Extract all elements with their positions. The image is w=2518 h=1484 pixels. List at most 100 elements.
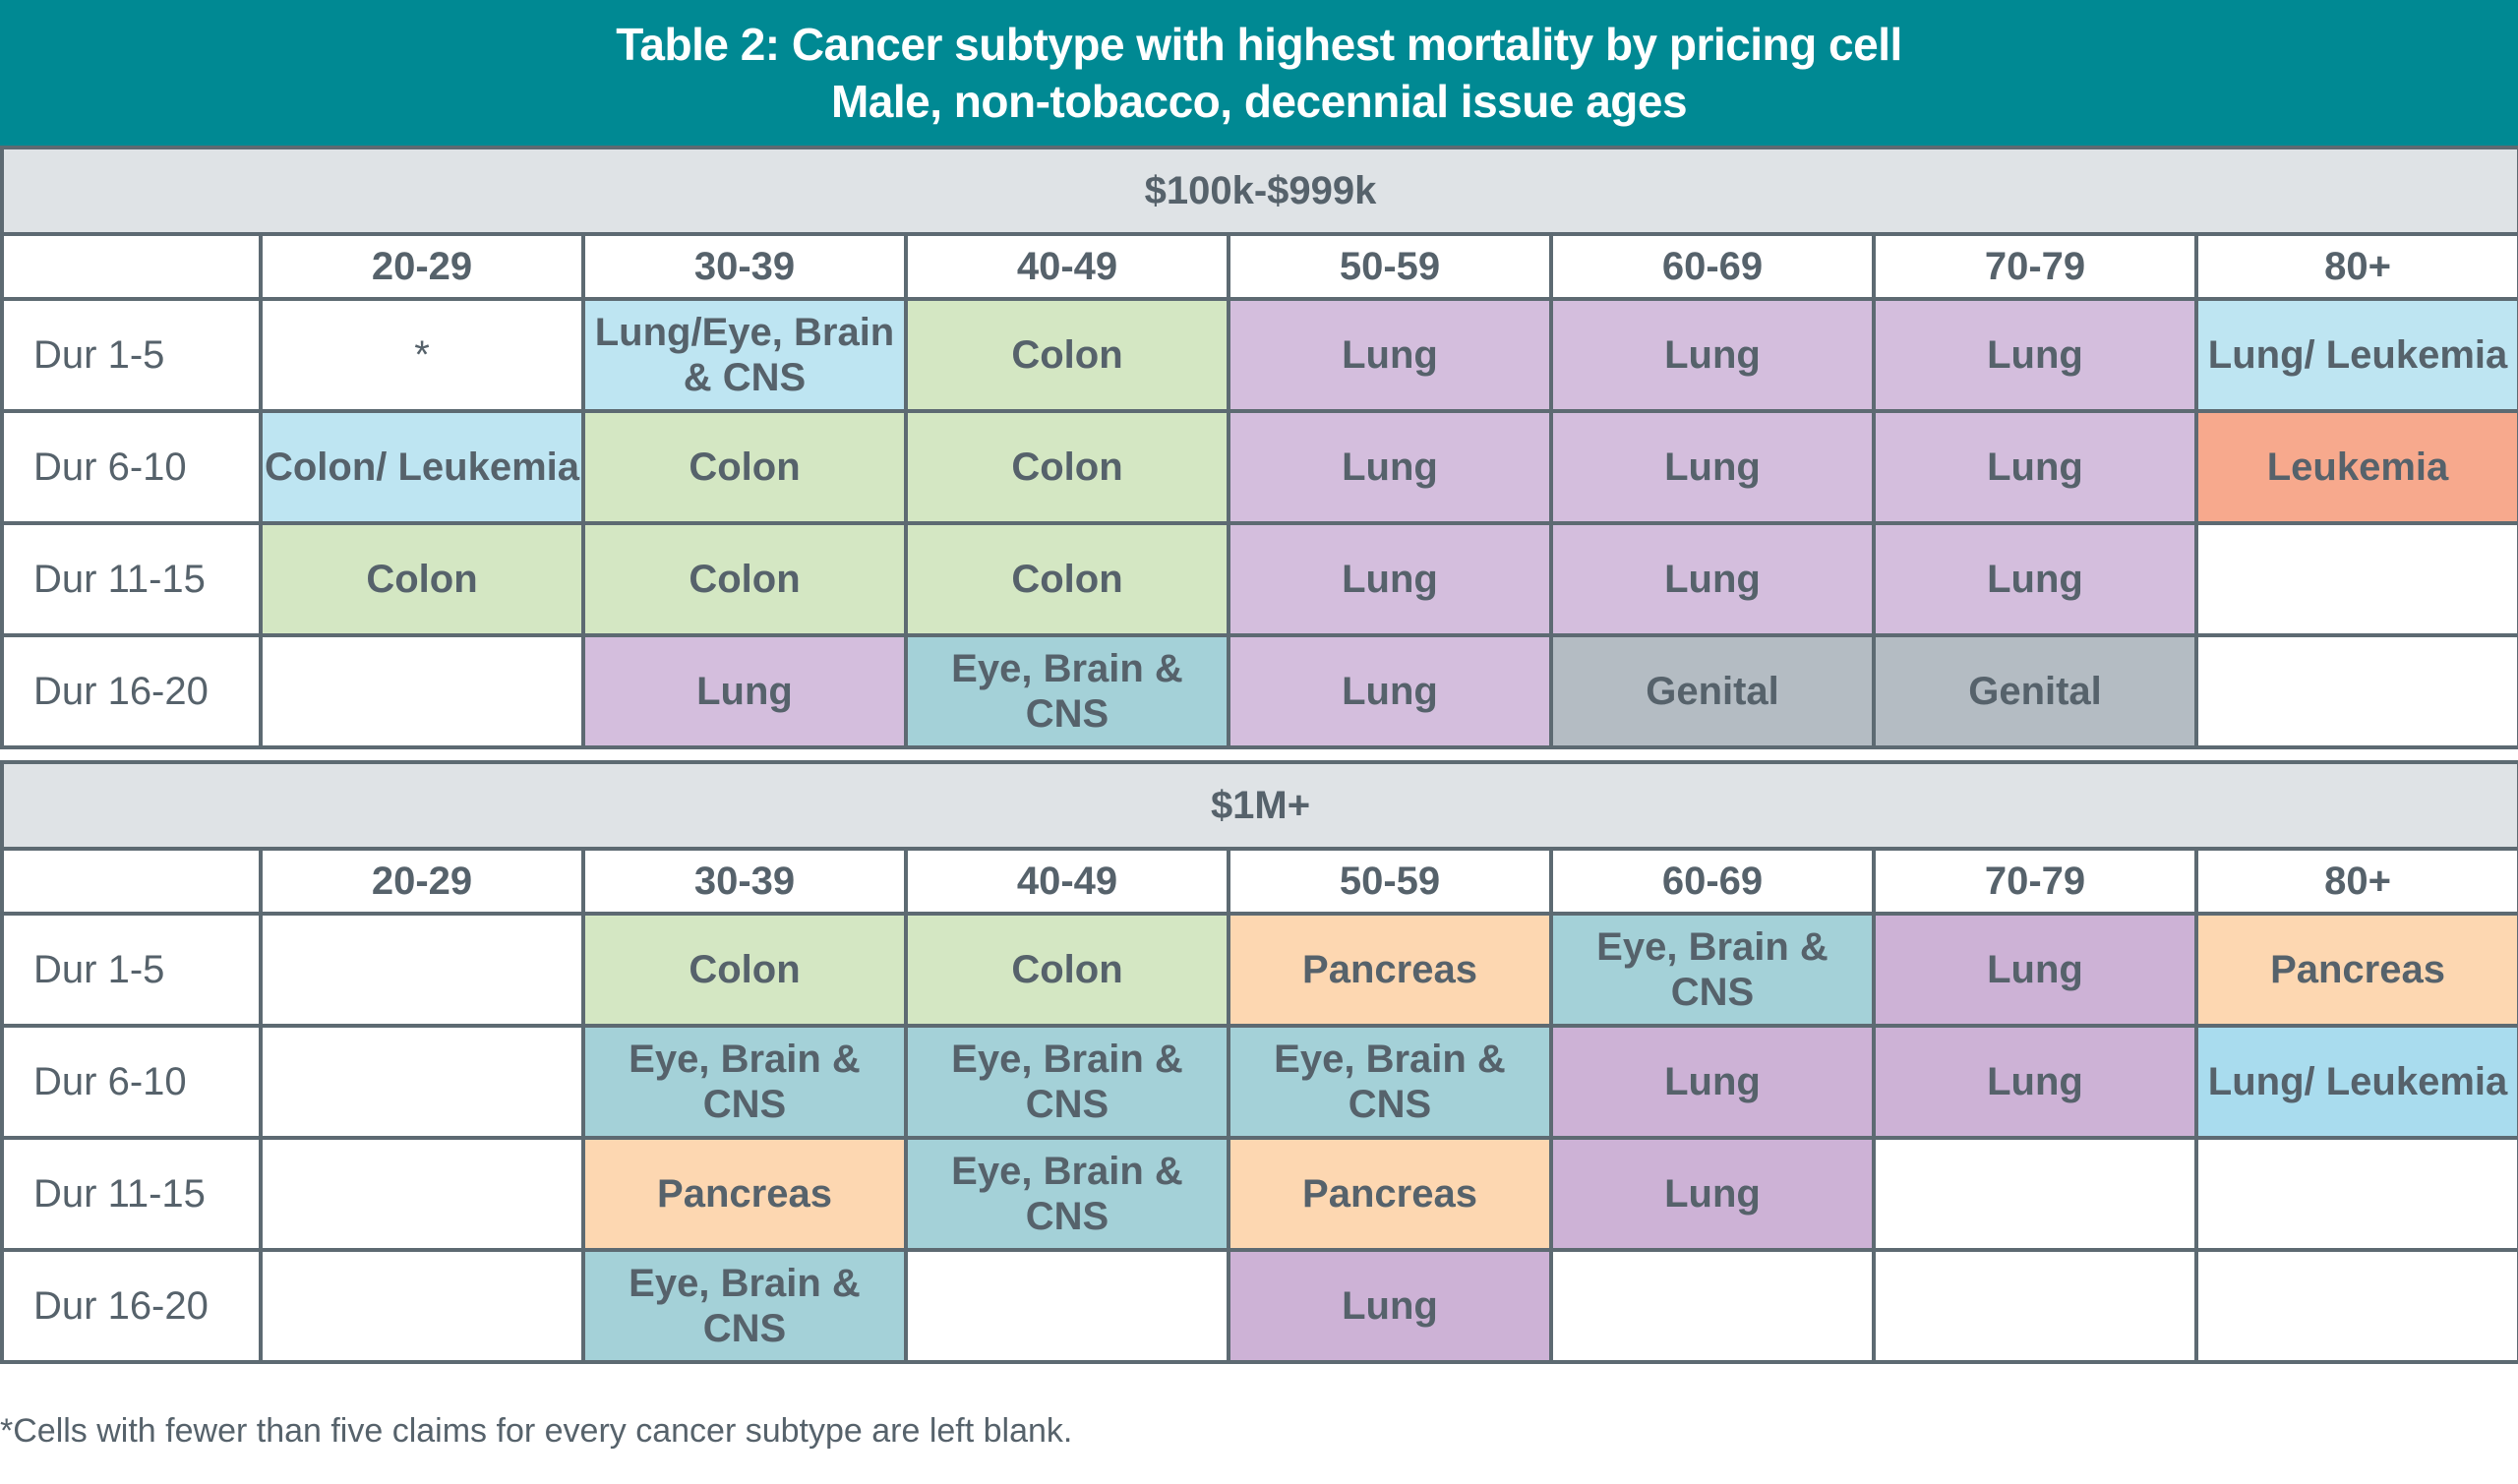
subtype-cell: Eye, Brain & CNS [904,633,1230,749]
subtype-cell: Colon [904,297,1230,413]
column-header: 30-39 [581,847,908,916]
blank-cell [2193,1248,2518,1364]
column-header-row: 20-29 30-39 40-49 50-59 60-69 70-79 80+ [0,232,2518,301]
subtype-cell: Lung [1549,409,1876,525]
column-header: 60-69 [1549,232,1876,301]
blank-cell [1872,1136,2198,1252]
subtype-cell: Genital [1872,633,2198,749]
subtype-cell: Eye, Brain & CNS [1227,1024,1553,1140]
subtype-cell: Lung [1227,409,1553,525]
subtype-cell: Lung [1227,633,1553,749]
column-header: 60-69 [1549,847,1876,916]
subtype-cell: Lung [1549,297,1876,413]
subtype-cell: Lung [1549,1136,1876,1252]
section-header-row: $1M+ [0,760,2518,851]
subtype-cell: Colon [904,409,1230,525]
subtype-cell: Lung [1549,521,1876,637]
subtype-cell: Eye, Brain & CNS [1549,912,1876,1028]
corner-cell [0,847,263,916]
subtype-cell: Colon [581,521,908,637]
subtype-cell: Pancreas [2193,912,2518,1028]
section-table-1m-plus: $1M+ 20-29 30-39 40-49 50-59 60-69 70-79 80+ Dur… [0,760,2518,1364]
section-header-row: $100k-$999k [0,146,2518,236]
subtype-cell: Eye, Brain & CNS [581,1024,908,1140]
column-header-row: 20-29 30-39 40-49 50-59 60-69 70-79 80+ [0,847,2518,916]
row-label: Dur 6-10 [0,1024,263,1140]
row-label: Dur 16-20 [0,633,263,749]
subtype-cell: Lung [581,633,908,749]
subtype-cell: Pancreas [1227,1136,1553,1252]
subtype-cell: Leukemia [2193,409,2518,525]
column-header: 40-49 [904,232,1230,301]
table-row: Dur 1-5 * Lung/Eye, Brain & CNS Colon Lung Lu… [0,297,2518,413]
row-label: Dur 1-5 [0,297,263,413]
row-label: Dur 11-15 [0,521,263,637]
table-row: Dur 6-10 Eye, Brain & CNS Eye, Brain & CNS… [0,1024,2518,1140]
blank-cell [259,1248,585,1364]
column-header: 80+ [2193,232,2518,301]
subtype-cell: Lung [1872,297,2198,413]
subtype-cell: * [259,297,585,413]
blank-cell [2193,521,2518,637]
subtype-cell: Lung [1872,1024,2198,1140]
blank-cell [1549,1248,1876,1364]
subtype-cell: Eye, Brain & CNS [581,1248,908,1364]
subtype-cell: Lung/Eye, Brain & CNS [581,297,908,413]
subtype-cell: Lung [1549,1024,1876,1140]
subtype-cell: Lung [1872,912,2198,1028]
column-header: 70-79 [1872,847,2198,916]
row-label: Dur 1-5 [0,912,263,1028]
table-title-bar: Table 2: Cancer subtype with highest mor… [0,0,2518,148]
subtype-cell: Genital [1549,633,1876,749]
subtype-cell: Colon [259,521,585,637]
subtype-cell: Colon [581,912,908,1028]
subtype-cell: Lung [1227,521,1553,637]
table-title: Table 2: Cancer subtype with highest mor… [616,19,1902,70]
subtype-cell: Pancreas [581,1136,908,1252]
table-row: Dur 11-15 Pancreas Eye, Brain & CNS Pancrea… [0,1136,2518,1252]
subtype-cell: Colon [904,912,1230,1028]
table-row: Dur 6-10 Colon/ Leukemia Colon Colon Lung Lun… [0,409,2518,525]
column-header: 50-59 [1227,847,1553,916]
column-header: 80+ [2193,847,2518,916]
blank-cell [904,1248,1230,1364]
corner-cell [0,232,263,301]
section-header: $100k-$999k [0,146,2518,236]
subtype-cell: Lung [1227,297,1553,413]
subtype-cell: Eye, Brain & CNS [904,1136,1230,1252]
row-label: Dur 16-20 [0,1248,263,1364]
table-row: Dur 16-20 Eye, Brain & CNS Lung [0,1248,2518,1364]
column-header: 30-39 [581,232,908,301]
section-table-100k-999k: $100k-$999k 20-29 30-39 40-49 50-59 60-69 70-7… [0,146,2518,749]
blank-cell [1872,1248,2198,1364]
table-subtitle: Male, non-tobacco, decennial issue ages [830,76,1688,127]
column-header: 40-49 [904,847,1230,916]
subtype-cell: Lung/ Leukemia [2193,297,2518,413]
blank-cell [259,1136,585,1252]
footnote: *Cells with fewer than five claims for e… [0,1412,1073,1450]
row-label: Dur 6-10 [0,409,263,525]
table-row: Dur 1-5 Colon Colon Pancreas Eye, Brain & CN… [0,912,2518,1028]
subtype-cell: Lung/ Leukemia [2193,1024,2518,1140]
subtype-cell: Lung [1227,1248,1553,1364]
row-label: Dur 11-15 [0,1136,263,1252]
column-header: 20-29 [259,232,585,301]
subtype-cell: Colon [904,521,1230,637]
subtype-cell: Lung [1872,409,2198,525]
column-header: 50-59 [1227,232,1553,301]
subtype-cell: Lung [1872,521,2198,637]
section-header: $1M+ [0,760,2518,851]
column-header: 20-29 [259,847,585,916]
blank-cell [2193,633,2518,749]
blank-cell [259,633,585,749]
blank-cell [2193,1136,2518,1252]
table-row: Dur 11-15 Colon Colon Colon Lung Lung Lung [0,521,2518,637]
subtype-cell: Pancreas [1227,912,1553,1028]
table-row: Dur 16-20 Lung Eye, Brain & CNS Lung Genital… [0,633,2518,749]
subtype-cell: Eye, Brain & CNS [904,1024,1230,1140]
subtype-cell: Colon/ Leukemia [259,409,585,525]
blank-cell [259,1024,585,1140]
subtype-cell: Colon [581,409,908,525]
column-header: 70-79 [1872,232,2198,301]
blank-cell [259,912,585,1028]
